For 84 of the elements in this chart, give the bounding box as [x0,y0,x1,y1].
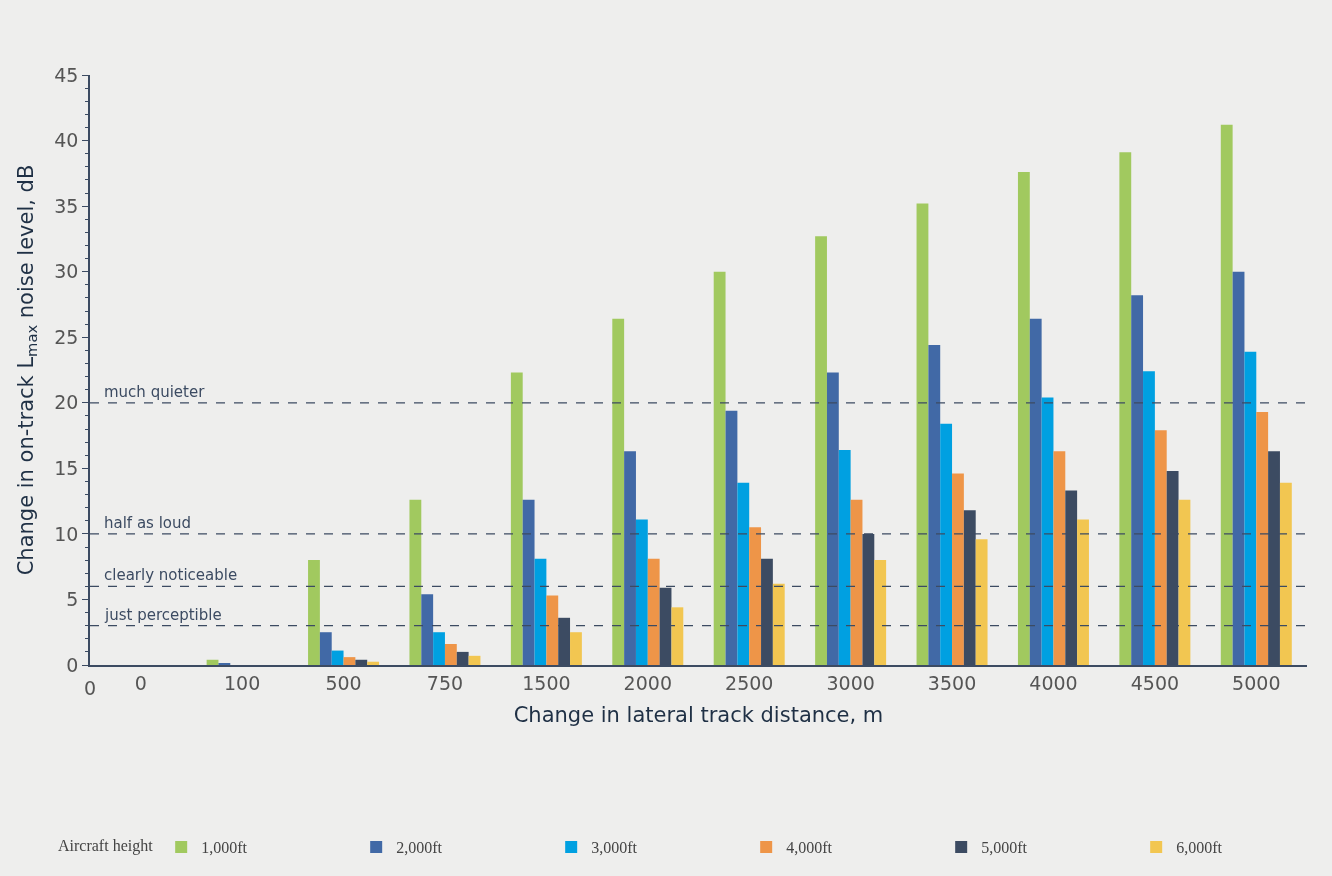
y-tick-label: 25 [54,325,79,348]
bar [1279,482,1292,665]
bar [928,345,941,665]
bar [409,499,422,665]
bar [534,558,547,665]
x-tick-label: 3500 [927,671,977,694]
bar [319,632,332,665]
x-tick-label: 4500 [1130,671,1180,694]
y-tick-label: 30 [54,260,79,283]
y-tick-label: 35 [54,194,79,217]
bar [331,650,344,665]
x-axis-title: Change in lateral track distance, m [513,703,884,728]
bar [421,594,434,665]
bar [624,451,636,665]
y-tick-label: 45 [54,63,79,86]
bar [647,558,660,665]
x-tick-label: 5000 [1232,671,1281,694]
y-tick-label: 0 [66,653,79,676]
bar [1077,519,1089,665]
ref-line-label: just perceptible [104,606,222,624]
ref-line-label: clearly noticeable [104,566,238,584]
bar [916,203,929,665]
bar [952,473,964,665]
bar [1232,271,1245,665]
bar [940,423,953,665]
x-tick-label: 2500 [725,671,774,694]
y-tick-label: 5 [66,588,79,611]
legend-label: 2,000ft [396,839,443,857]
bar [772,583,785,665]
ref-line-label: much quieter [104,383,206,401]
legend-label: 3,000ft [591,839,638,857]
bar [850,499,863,665]
y-tick-label: 15 [54,456,79,479]
legend-label: 5,000ft [981,839,1028,857]
y-tick-label: 40 [54,129,79,152]
bar [468,655,481,665]
legend-label: 1,000ft [201,839,248,857]
bar [367,661,380,665]
bar [1154,430,1167,665]
bar [308,560,320,665]
x-tick-label: 0 [134,671,147,694]
x-tick-label: 100 [224,671,261,694]
bar [433,632,445,665]
bar [546,595,559,665]
bar [1143,371,1155,665]
bar [874,560,887,665]
legend-title: Aircraft height [58,837,154,855]
bar [1017,172,1030,665]
legend-label: 6,000ft [1176,839,1223,857]
bar [444,644,457,665]
x-tick-label: 4000 [1029,671,1078,694]
bar [1131,295,1144,665]
ref-line-label: half as loud [104,514,192,532]
bar [1178,499,1191,665]
legend-label: 4,000ft [786,839,833,857]
x-tick-label: 3000 [826,671,875,694]
bar [1041,397,1054,665]
bar [612,318,625,665]
y-tick-label: 10 [54,522,79,545]
bar [343,657,356,665]
bar [671,607,684,665]
bar [838,449,851,665]
bar [510,372,523,665]
bar [522,499,535,665]
bar [570,632,582,665]
bar [826,372,839,665]
bar [1053,451,1066,665]
x-tick-label: 2000 [623,671,672,694]
x-tick-label: 500 [325,671,362,694]
bar [635,519,648,665]
bar [1119,152,1132,665]
bar [737,482,750,665]
bar [1244,351,1257,665]
x-tick-label: 750 [426,671,464,694]
x-tick-label: 1500 [522,671,571,694]
bar [975,539,988,665]
bar [1220,124,1233,665]
bar [815,236,827,665]
bar [1256,411,1269,665]
bar [713,271,726,665]
bar [1029,318,1042,665]
y-tick-label: 20 [54,391,79,414]
bar [749,527,762,665]
bar [725,410,738,665]
